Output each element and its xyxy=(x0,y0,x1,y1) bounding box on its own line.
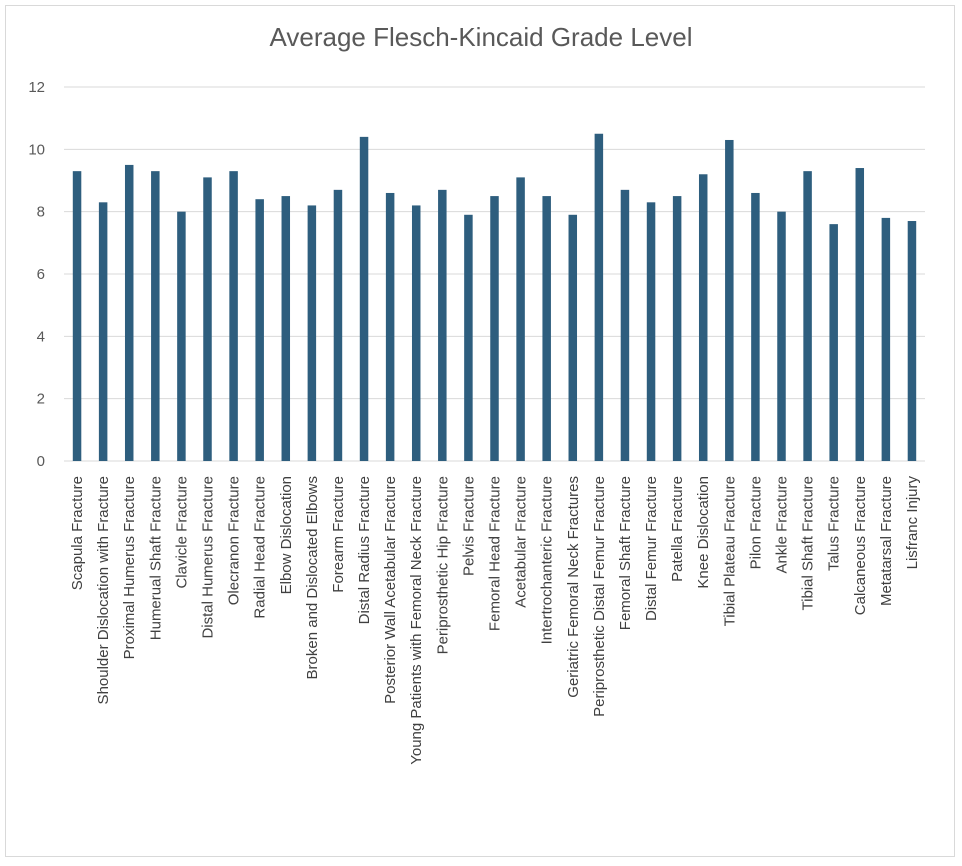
bar xyxy=(698,174,708,461)
bar xyxy=(568,214,578,461)
x-tick-label: Geriatric Femoral Neck Fractures xyxy=(565,476,582,698)
x-tick-label: Clavicle Fracture xyxy=(173,476,190,589)
bar xyxy=(803,171,812,461)
x-tick-label: Metatarsal Fracture xyxy=(878,476,895,606)
y-tick-label: 0 xyxy=(37,453,45,470)
x-tick-label: Tibial Shaft Fracture xyxy=(800,476,817,611)
bar xyxy=(490,196,499,462)
bar xyxy=(281,196,291,462)
bar xyxy=(542,196,551,462)
x-tick-label: Femoral Shaft Fracture xyxy=(617,476,634,630)
x-tick-label: Distal Humerus Fracture xyxy=(200,476,217,639)
bar xyxy=(229,171,238,461)
y-tick-label: 12 xyxy=(28,79,45,96)
x-axis-labels: Scapula Fracture Shoulder Dislocation wit… xyxy=(69,476,921,765)
x-tick-label: Proximal Humerus Fracture xyxy=(121,476,138,659)
chart-title: Average Flesch-Kincaid Grade Level xyxy=(269,22,693,52)
bar xyxy=(151,171,160,461)
bar xyxy=(359,136,369,461)
bar xyxy=(464,214,473,461)
bar xyxy=(411,205,421,461)
x-tick-label: Calcaneous Fracture xyxy=(852,476,869,615)
bar xyxy=(725,139,734,461)
x-tick-label: Periprosthetic Hip Fracture xyxy=(434,476,451,654)
x-tick-label: Scapula Fracture xyxy=(69,476,86,590)
bar xyxy=(672,196,682,462)
x-tick-label: Lisfranc Injury xyxy=(904,476,921,570)
x-tick-label: Talus Fracture xyxy=(826,476,843,571)
x-tick-label: Periprosthetic Distal Femur Fracture xyxy=(591,476,608,717)
bar xyxy=(438,189,447,461)
x-tick-label: Humerual Shaft Fracture xyxy=(147,476,164,640)
bars xyxy=(72,133,917,462)
x-tick-label: Distal Radius Fracture xyxy=(356,476,373,624)
y-tick-label: 2 xyxy=(37,391,45,408)
x-tick-label: Intertrochanteric Fracture xyxy=(539,476,556,644)
x-tick-label: Knee Dislocation xyxy=(695,476,712,589)
bar xyxy=(203,177,212,461)
x-tick-label: Olecranon Fracture xyxy=(226,476,243,605)
bar xyxy=(620,189,630,461)
bar xyxy=(333,189,343,461)
x-tick-label: Ankle Fracture xyxy=(774,476,791,574)
bar xyxy=(72,171,82,461)
x-tick-label: Posterior Wall Acetabular Fracture xyxy=(382,476,399,704)
x-tick-label: Forearm Fracture xyxy=(330,476,347,593)
bar xyxy=(881,217,891,461)
x-tick-label: Pilon Fracture xyxy=(747,476,764,569)
x-tick-label: Radial Head Fracture xyxy=(252,476,269,619)
chart-area xyxy=(5,5,955,857)
bar xyxy=(385,192,395,461)
bar xyxy=(307,205,317,461)
bar xyxy=(516,177,525,461)
bar xyxy=(777,211,786,461)
x-tick-label: Pelvis Fracture xyxy=(460,476,477,576)
bar xyxy=(855,168,865,462)
bar xyxy=(124,164,134,461)
x-tick-label: Patella Fracture xyxy=(669,476,686,582)
x-tick-label: Distal Femur Fracture xyxy=(643,476,660,621)
y-tick-label: 4 xyxy=(37,328,45,345)
x-tick-label: Elbow Dislocation xyxy=(278,476,295,594)
bar xyxy=(646,202,656,462)
x-tick-label: Young Patients with Femoral Neck Fractur… xyxy=(408,476,425,765)
bar xyxy=(255,199,264,461)
x-tick-label: Acetabular Fracture xyxy=(513,476,530,608)
bar xyxy=(594,133,604,461)
bar xyxy=(829,224,838,461)
y-tick-label: 6 xyxy=(37,266,45,283)
y-tick-label: 8 xyxy=(37,204,45,221)
y-tick-label: 10 xyxy=(28,141,45,158)
x-tick-label: Shoulder Dislocation with Fracture xyxy=(95,476,112,704)
y-axis-ticks: 0 2 4 6 8 10 12 xyxy=(28,79,45,470)
bar xyxy=(751,192,760,461)
bar xyxy=(177,211,186,461)
bar xyxy=(98,202,108,462)
x-tick-label: Femoral Head Fracture xyxy=(487,476,504,631)
x-tick-label: Broken and Dislocated Elbows xyxy=(304,476,321,679)
x-tick-label: Tibial Plateau Fracture xyxy=(721,476,738,626)
bar xyxy=(907,221,917,461)
